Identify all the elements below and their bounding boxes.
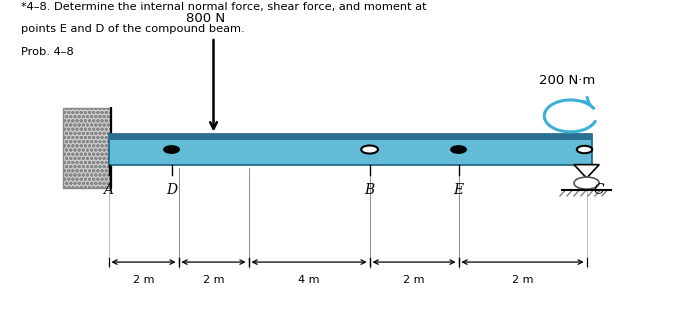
Polygon shape: [574, 165, 599, 178]
Text: Prob. 4–8: Prob. 4–8: [21, 47, 74, 57]
Text: C: C: [593, 183, 604, 197]
Bar: [63, 108, 111, 188]
Text: 4 m: 4 m: [298, 275, 320, 285]
Circle shape: [451, 146, 466, 153]
Text: E: E: [454, 183, 463, 197]
Text: 200 N·m: 200 N·m: [539, 74, 595, 86]
Text: A: A: [104, 183, 113, 197]
Text: D: D: [166, 183, 177, 197]
Text: B: B: [365, 183, 374, 197]
Text: 2 m: 2 m: [512, 275, 533, 285]
Text: 800 N: 800 N: [186, 12, 225, 25]
Text: 2 m: 2 m: [403, 275, 425, 285]
Circle shape: [164, 146, 179, 153]
Circle shape: [577, 146, 592, 153]
Bar: [108, 134, 592, 165]
Text: *4–8. Determine the internal normal force, shear force, and moment at: *4–8. Determine the internal normal forc…: [21, 2, 426, 12]
Bar: [108, 134, 592, 140]
Text: 2 m: 2 m: [203, 275, 224, 285]
Text: 2 m: 2 m: [133, 275, 154, 285]
Circle shape: [361, 145, 378, 154]
Circle shape: [574, 177, 599, 189]
Text: points E and D of the compound beam.: points E and D of the compound beam.: [21, 24, 244, 34]
